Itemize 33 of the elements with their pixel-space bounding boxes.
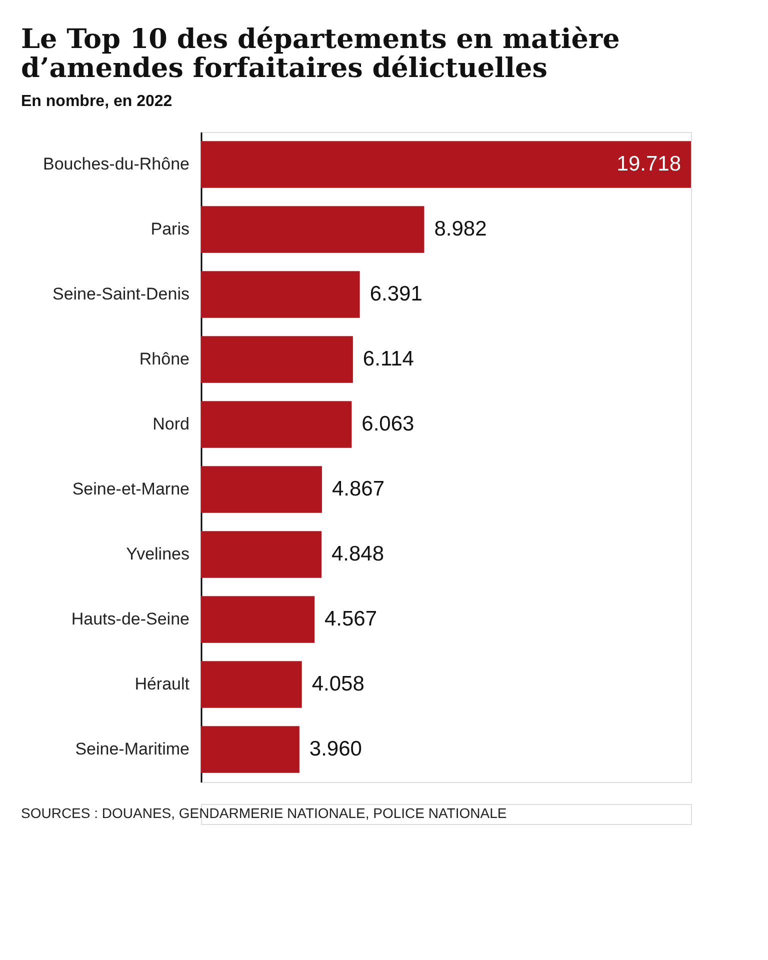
y-tick-label: Hauts-de-Seine [71,610,190,628]
y-tick-label: Nord [152,414,190,434]
y-tick-label: Seine-et-Marne [72,480,190,498]
data-label: 19.718 [616,152,681,176]
data-label: 4.058 [312,672,364,696]
data-label: 4.848 [331,542,384,566]
bar [201,271,360,318]
y-tick-label: Hérault [134,674,190,694]
data-label: 6.063 [362,412,414,436]
bar [201,661,302,708]
data-label: 8.982 [434,218,487,240]
bar [201,336,353,383]
y-tick-label: Seine-Saint-Denis [52,284,190,304]
y-tick-label: Rhône [139,350,190,368]
bar [201,401,352,448]
y-tick-label: Paris [150,220,190,238]
bar [201,466,322,513]
data-label: 4.567 [324,608,378,630]
bar [201,206,424,253]
y-tick-label: Bouches-du-Rhône [43,154,190,174]
bar [201,596,314,643]
source-note: SOURCES : DOUANES, GENDARMERIE NATIONALE, POLICE NATIONALE [21,805,507,821]
bar [201,141,691,188]
y-tick-label: Yvelines [126,544,190,564]
data-label: 6.391 [370,282,422,306]
bar [201,726,300,773]
chart-title: Le Top 10 des départements en matière d’amendes forfaitaires délictuelles [21,24,620,84]
bar [201,531,322,578]
data-label: 6.114 [362,348,414,370]
y-tick-label: Seine-Maritime [75,740,190,758]
chart-subtitle: En nombre, en 2022 [21,93,172,110]
data-label: 4.867 [332,478,385,500]
data-label: 3.960 [309,738,362,760]
